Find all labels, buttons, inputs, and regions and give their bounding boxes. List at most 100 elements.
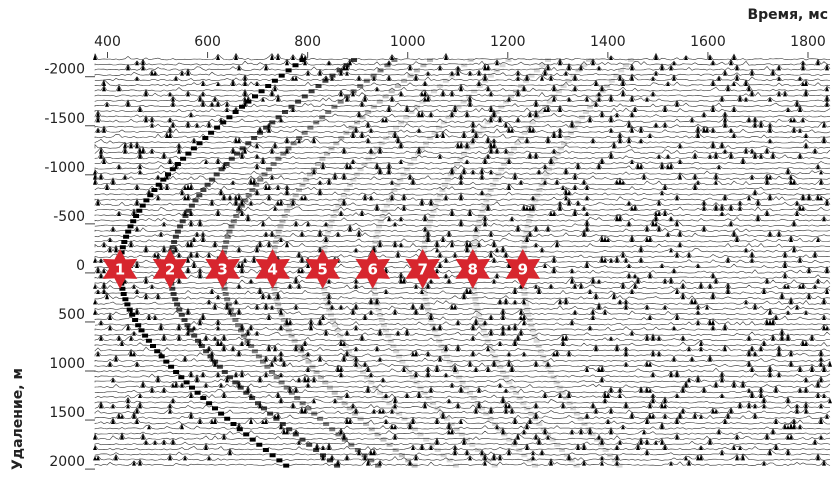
trace-peaks <box>114 354 823 362</box>
event-marker <box>405 248 440 289</box>
trace <box>94 291 831 300</box>
trace-peaks <box>99 271 787 279</box>
trace <box>94 208 831 217</box>
trace-peaks <box>123 276 820 284</box>
trace <box>94 328 831 336</box>
trace <box>94 427 831 435</box>
x-tick-label: 1200 <box>490 34 526 50</box>
trace-peaks <box>153 250 817 258</box>
trace-peaks <box>138 391 826 398</box>
event-label: 2 <box>165 260 175 278</box>
trace <box>94 203 831 212</box>
trace <box>94 390 831 399</box>
trace <box>94 458 831 466</box>
trace <box>94 275 831 285</box>
trace-peaks <box>102 157 745 164</box>
event-marker <box>455 248 491 289</box>
trace-peaks <box>207 344 781 352</box>
trace <box>94 114 831 123</box>
trace <box>94 307 831 316</box>
event-label: 7 <box>418 260 428 278</box>
trace <box>94 239 831 248</box>
x-tick-label: 1000 <box>390 34 426 50</box>
y-tick-label: 1500 <box>49 405 85 421</box>
event-label: 9 <box>518 260 528 278</box>
reflection-event <box>269 58 433 468</box>
y-tick-label: -1000 <box>44 160 85 176</box>
trace <box>94 432 831 440</box>
trace <box>94 62 831 71</box>
trace <box>94 224 831 233</box>
trace <box>94 161 831 170</box>
x-tick-label: 400 <box>94 34 121 50</box>
reflection-event <box>369 58 512 468</box>
trace <box>94 73 831 82</box>
trace-noise <box>93 52 832 466</box>
event-marker <box>505 248 541 289</box>
event-marker <box>255 248 290 289</box>
trace-peaks <box>96 349 823 357</box>
trace <box>94 130 831 139</box>
trace <box>94 99 831 108</box>
y-tick-label: 1000 <box>49 356 85 372</box>
trace-peaks <box>111 224 706 232</box>
trace-peaks <box>213 302 799 310</box>
trace <box>94 452 831 461</box>
trace <box>94 104 831 113</box>
trace <box>94 322 831 331</box>
trace <box>94 369 831 378</box>
event-label: 8 <box>468 260 478 278</box>
trace <box>94 379 831 389</box>
trace-peaks <box>135 58 820 66</box>
trace-peaks <box>102 240 682 248</box>
trace <box>94 109 831 118</box>
y-tick-label: -1500 <box>44 111 85 127</box>
trace <box>94 146 831 155</box>
trace <box>94 151 831 160</box>
trace <box>94 374 831 383</box>
event-marker <box>205 248 240 289</box>
trace-peaks <box>126 63 829 71</box>
trace-peaks <box>99 151 802 159</box>
trace <box>94 338 831 347</box>
reflection-event <box>519 58 634 468</box>
trace <box>94 364 831 373</box>
trace-peaks <box>108 359 832 367</box>
trace <box>94 68 831 76</box>
reflection-event <box>319 58 474 468</box>
trace-peaks <box>306 365 826 372</box>
trace-peaks <box>96 266 829 274</box>
trace-peaks <box>228 448 790 456</box>
y-tick-label: -2000 <box>44 62 85 78</box>
event-label: 4 <box>267 260 277 278</box>
trace <box>94 281 831 290</box>
trace-peaks <box>93 282 817 289</box>
x-tick-label: 1400 <box>590 34 626 50</box>
trace <box>94 198 831 207</box>
trace-peaks <box>123 141 808 149</box>
y-tick-label: 2000 <box>49 454 85 470</box>
x-axis-title: Время, мс <box>747 7 828 23</box>
trace-peaks <box>150 120 826 128</box>
event-label: 6 <box>367 260 377 278</box>
trace-peaks <box>138 105 802 112</box>
trace <box>94 156 831 165</box>
trace <box>94 182 831 191</box>
trace <box>94 401 830 409</box>
trace-peaks <box>93 432 823 440</box>
event-marker <box>152 248 188 289</box>
trace-peaks <box>117 412 829 419</box>
trace-peaks <box>99 146 817 154</box>
trace-peaks <box>135 406 808 414</box>
trace-peaks <box>117 209 799 216</box>
trace-peaks <box>117 162 820 170</box>
x-tick-label: 1600 <box>690 34 726 50</box>
x-tick-label: 600 <box>194 34 221 50</box>
trace <box>94 88 831 97</box>
trace <box>94 442 831 451</box>
trace <box>94 52 831 61</box>
x-tick-label: 800 <box>294 34 321 50</box>
trace <box>94 250 831 259</box>
trace <box>94 286 831 295</box>
